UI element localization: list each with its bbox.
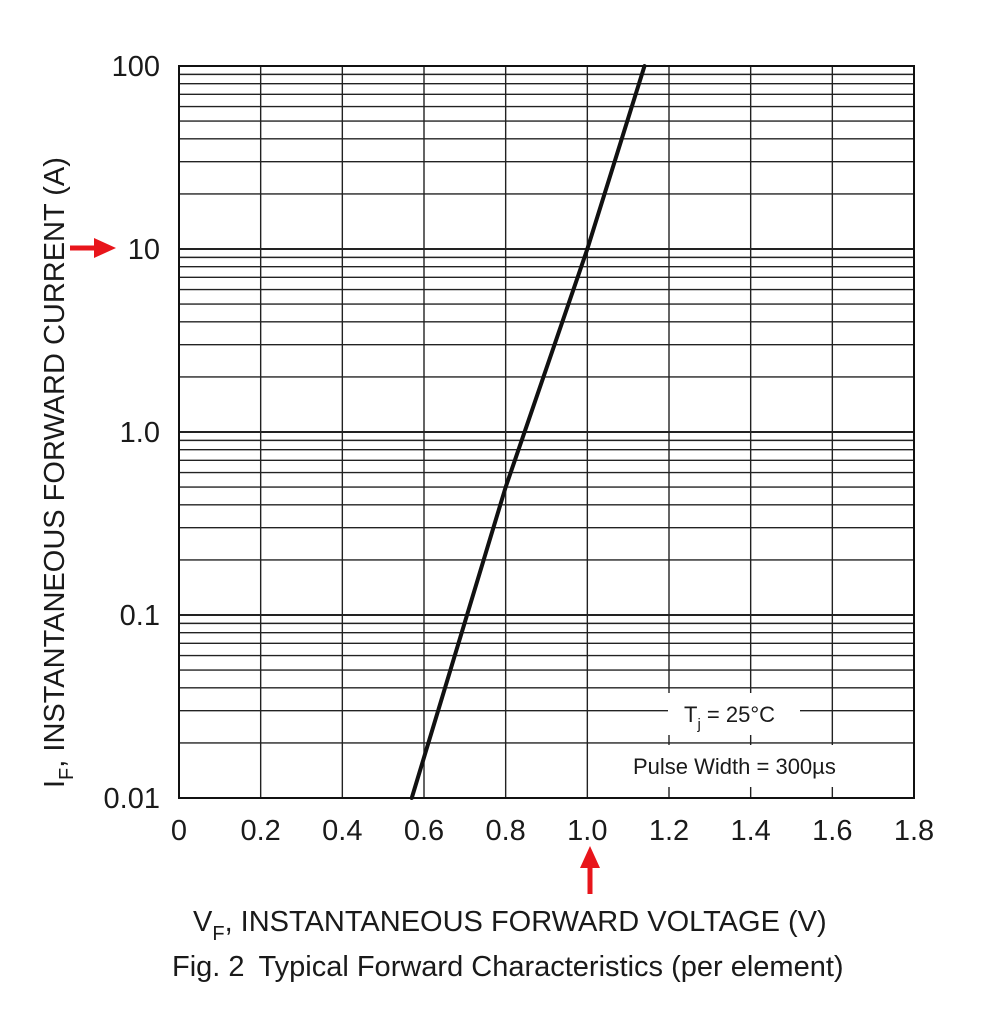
- y-axis-title: IF, INSTANTANEOUS FORWARD CURRENT (A): [39, 157, 78, 788]
- forward-current-curve: [409, 64, 647, 800]
- x-tick-label: 1.2: [649, 815, 689, 847]
- y-marker-arrow: [70, 238, 116, 258]
- y-tick-label: 100: [112, 51, 160, 83]
- x-marker-arrow: [580, 846, 600, 894]
- x-tick-label: 1.0: [567, 815, 607, 847]
- y-tick-label: 10: [128, 234, 160, 266]
- x-tick-label: 0.8: [486, 815, 526, 847]
- x-tick-labels: 0 0.2 0.4 0.6 0.8 1.0 1.2 1.4 1.6 1.8: [171, 815, 934, 847]
- x-axis-title: VF, INSTANTANEOUS FORWARD VOLTAGE (V): [193, 906, 827, 945]
- pulse-width-label: Pulse Width = 300µs: [633, 754, 836, 779]
- x-tick-label: 0.4: [322, 815, 362, 847]
- y-tick-labels: 0.01 0.1 1.0 10 100: [104, 51, 160, 815]
- figure-caption: Fig. 2 Typical Forward Characteristics (p…: [172, 951, 844, 983]
- x-tick-label: 1.6: [812, 815, 852, 847]
- pulse-label-bg: [622, 745, 870, 787]
- plot-frame: [178, 65, 915, 799]
- x-tick-label: 1.8: [894, 815, 934, 847]
- x-tick-label: 0.6: [404, 815, 444, 847]
- y-tick-label: 1.0: [120, 417, 160, 449]
- tj-label: Tj = 25°C: [684, 702, 775, 733]
- x-tick-label: 0.2: [241, 815, 281, 847]
- tj-label-bg: [668, 693, 800, 735]
- y-tick-label: 0.1: [120, 600, 160, 632]
- x-tick-label: 0: [171, 815, 187, 847]
- grid-horizontal-lines: [179, 65, 914, 799]
- y-tick-label: 0.01: [104, 783, 160, 815]
- x-tick-label: 1.4: [731, 815, 771, 847]
